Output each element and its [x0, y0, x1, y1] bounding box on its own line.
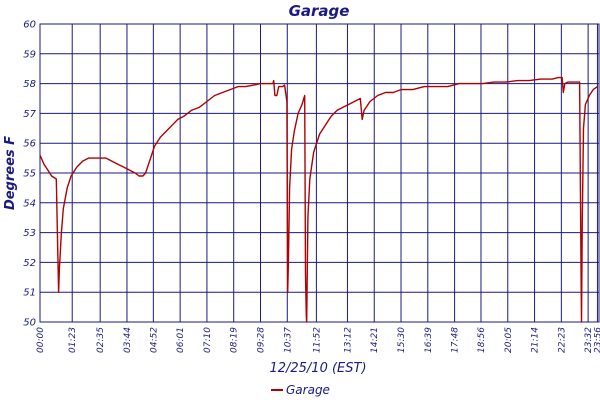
x-tick-label: 15:30	[397, 327, 407, 353]
y-tick-label: 51	[23, 288, 36, 299]
x-tick-label: 03:44	[123, 327, 133, 353]
x-tick-label: 10:37	[283, 327, 293, 353]
y-tick-label: 59	[23, 49, 36, 60]
y-tick-label: 56	[23, 139, 36, 150]
x-tick-label: 06:01	[176, 327, 186, 353]
x-tick-label: 17:48	[451, 327, 461, 353]
y-tick-label: 52	[23, 258, 36, 269]
x-tick-label: 21:14	[531, 327, 541, 353]
grid	[39, 23, 600, 323]
series-line-garage	[39, 76, 598, 323]
y-tick-label: 60	[23, 20, 36, 31]
x-tick-label: 22:23	[557, 327, 567, 353]
y-tick-label: 53	[23, 228, 36, 239]
x-tick-label: 14:21	[370, 327, 380, 353]
x-tick-label: 01:23	[68, 327, 78, 353]
x-tick-label: 23:56	[593, 327, 600, 353]
x-tick-labels: 00:00 01:23 02:35 03:44 04:52 06:01 07:10 08:19…	[36, 327, 600, 353]
y-tick-labels: 50 51 52 53 54 55 56 57 58 59 60	[23, 20, 36, 329]
x-tick-label: 11:52	[312, 327, 322, 353]
plot-frame	[39, 23, 600, 323]
x-tick-label: 13:12	[343, 327, 353, 353]
legend: Garage	[271, 383, 330, 397]
legend-label: Garage	[286, 383, 330, 397]
y-axis-label: Degrees F	[3, 136, 18, 210]
x-tick-label: 18:56	[477, 327, 487, 353]
x-tick-label: 02:35	[96, 327, 106, 353]
chart-title: Garage	[289, 2, 350, 20]
x-tick-label: 08:19	[230, 327, 240, 353]
x-axis-label: 12/25/10 (EST)	[269, 361, 366, 376]
y-tick-label: 50	[23, 318, 36, 329]
y-tick-label: 54	[23, 198, 36, 209]
x-tick-label: 23:32	[584, 327, 594, 353]
plot-area	[39, 76, 598, 323]
x-tick-label: 00:00	[36, 327, 46, 353]
x-tick-label: 07:10	[203, 327, 213, 353]
x-tick-label: 20:05	[504, 327, 514, 353]
y-tick-label: 58	[23, 79, 36, 90]
x-tick-label: 09:28	[256, 327, 266, 353]
x-tick-label: 16:39	[424, 327, 434, 353]
y-tick-label: 55	[23, 169, 36, 180]
x-tick-label: 04:52	[149, 327, 159, 353]
y-tick-label: 57	[23, 109, 36, 120]
